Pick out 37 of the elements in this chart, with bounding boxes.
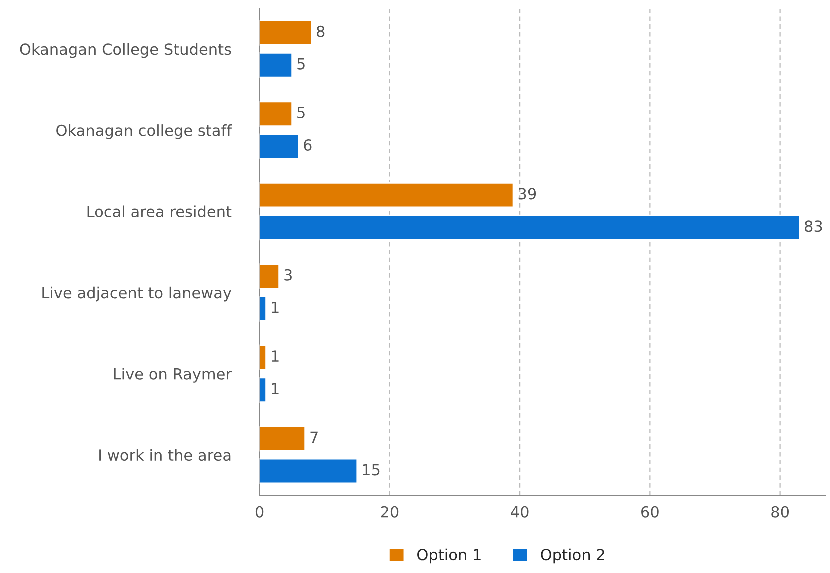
data-label: 1 (272, 350, 279, 362)
x-tick-label: 20 (381, 506, 399, 518)
bar (260, 296, 267, 322)
bar (260, 101, 294, 127)
data-label: 1 (272, 302, 279, 314)
data-label: 7 (310, 432, 318, 444)
bar (260, 52, 294, 78)
data-label: 83 (805, 220, 822, 232)
x-tick-label: 40 (511, 506, 529, 518)
y-tick-label: Okanagan College Students (20, 43, 232, 58)
legend-label: Option 2 (541, 548, 604, 564)
bar (260, 426, 306, 452)
bar (260, 458, 358, 484)
y-tick-label: Local area resident (88, 206, 232, 218)
data-label: 39 (518, 188, 536, 200)
legend-label: Option 1 (418, 548, 481, 564)
x-tick-label: 0 (256, 506, 264, 518)
bar (260, 182, 514, 208)
bar (260, 264, 280, 290)
bar (260, 344, 267, 371)
data-label: 5 (298, 107, 305, 119)
bar (260, 134, 300, 160)
bar (260, 20, 313, 46)
data-label: 5 (298, 58, 305, 70)
data-label: 15 (363, 464, 380, 476)
y-tick-label: I work in the area (100, 449, 231, 462)
y-tick-label: Live on Raymer (114, 368, 232, 383)
bar (260, 214, 801, 241)
bar (260, 377, 267, 403)
data-label: 8 (317, 26, 325, 38)
y-tick-label: Live adjacent to laneway (42, 286, 232, 302)
data-label: 3 (284, 269, 292, 281)
data-label: 1 (272, 383, 279, 394)
x-tick-label: 60 (642, 506, 659, 518)
y-tick-label: Okanagan college staff (56, 124, 232, 140)
x-tick-label: 80 (772, 506, 790, 518)
data-label: 6 (304, 139, 312, 152)
